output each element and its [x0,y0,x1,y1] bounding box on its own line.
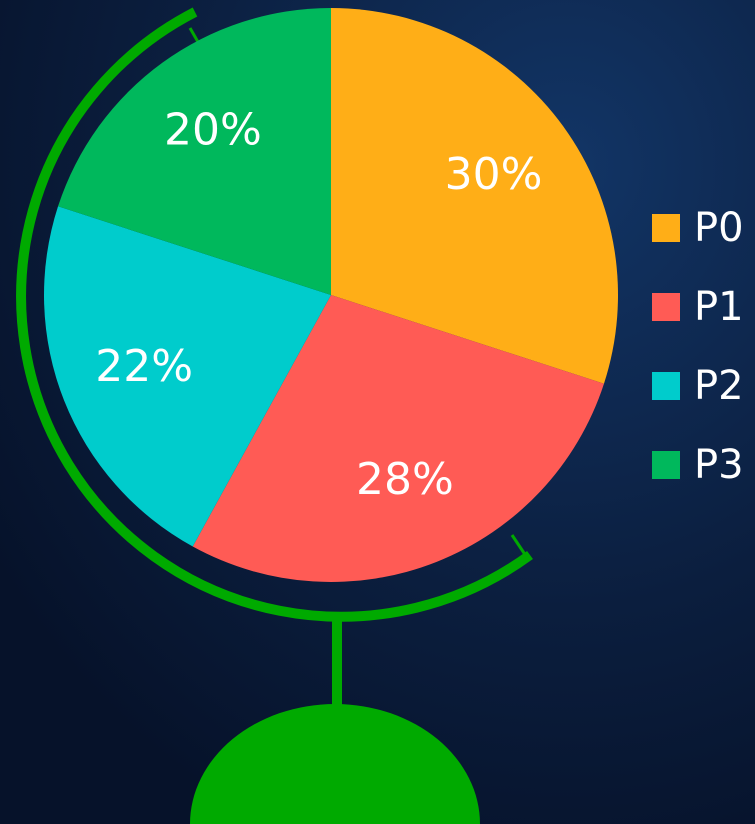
legend-swatch [652,372,680,400]
slice-label: 28% [356,454,454,505]
legend-label: P1 [694,284,744,330]
slice-label: 20% [164,104,262,155]
page: 30%28%22%20%P0P1P2P3 (() => { const data… [0,0,755,824]
legend-label: P0 [694,205,744,251]
slice-label: 22% [95,341,193,392]
legend-swatch [652,293,680,321]
legend-swatch [652,451,680,479]
chart: 30% 28% 22% 20% P0 P1 P2 P3 [0,0,755,824]
legend-label: P2 [694,363,744,409]
legend-label: P3 [694,442,744,488]
globe-stem [332,618,342,713]
legend-swatch [652,214,680,242]
slice-label: 30% [445,149,543,200]
